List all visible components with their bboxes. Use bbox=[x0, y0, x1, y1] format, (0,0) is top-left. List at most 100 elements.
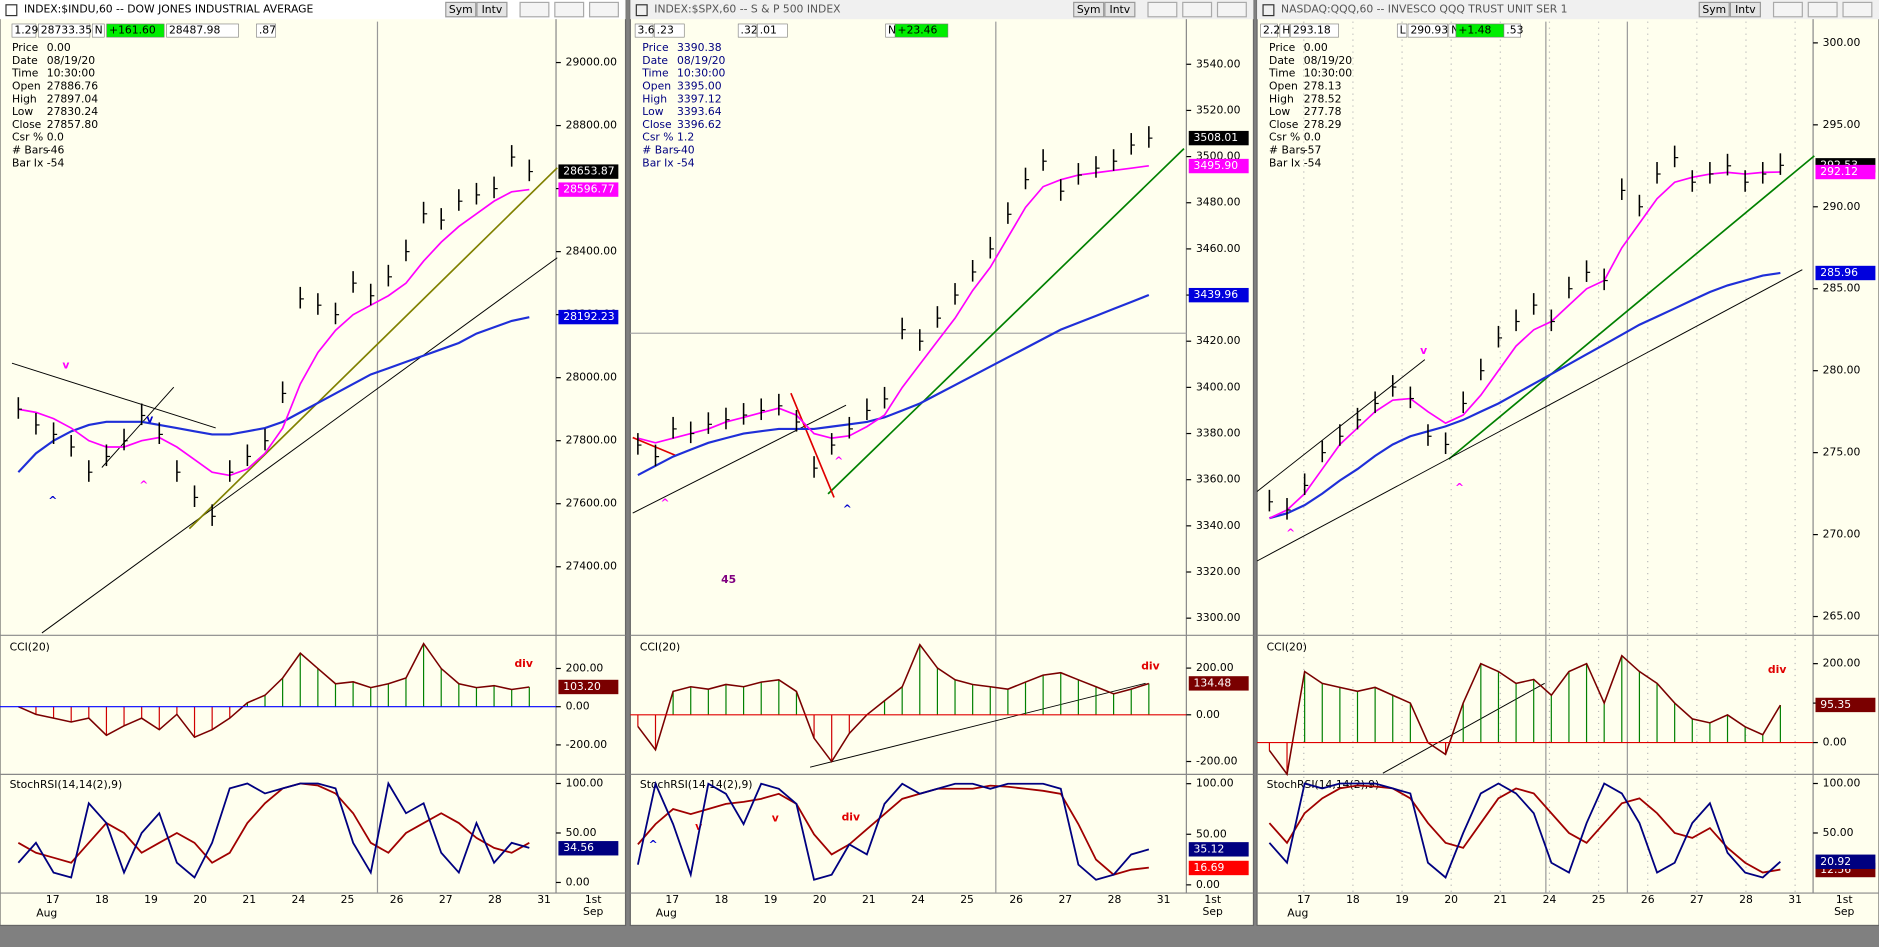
x-tick-label: 28 bbox=[1108, 893, 1122, 906]
chart-window: NASDAQ:QQQ,60 -- INVESCO QQQ TRUST UNIT … bbox=[1256, 0, 1879, 927]
header-cell bbox=[38, 23, 91, 38]
x-tick-label: 19 bbox=[144, 893, 158, 906]
info-label: High bbox=[642, 92, 667, 105]
x-tick-label: 18 bbox=[1346, 893, 1360, 906]
x-tick-label: 1st bbox=[1204, 893, 1221, 906]
x-tick-label: 31 bbox=[1157, 893, 1171, 906]
info-value: -54 bbox=[1304, 156, 1322, 169]
window-close-button[interactable] bbox=[1216, 1, 1247, 18]
annotation: v bbox=[1420, 344, 1427, 357]
window-max-button[interactable] bbox=[1807, 1, 1838, 18]
header-cell bbox=[1290, 23, 1339, 38]
y-tick-label: 300.00 bbox=[1823, 36, 1861, 49]
toolbar-button-label[interactable]: Sym bbox=[1077, 3, 1101, 16]
y-tick-label: 50.00 bbox=[1196, 827, 1227, 840]
window-title: INDEX:$SPX,60 -- S & P 500 INDEX bbox=[654, 3, 841, 16]
info-label: Time bbox=[1268, 67, 1296, 80]
window-min-button[interactable] bbox=[1147, 1, 1178, 18]
value-label-box bbox=[558, 309, 619, 325]
value-label: 34.56 bbox=[563, 841, 594, 854]
value-label: 103.20 bbox=[563, 680, 601, 693]
toolbar-button[interactable] bbox=[1729, 1, 1761, 18]
toolbar-button-label[interactable]: Intv bbox=[1110, 3, 1131, 16]
toolbar-button-label[interactable]: Intv bbox=[1735, 3, 1756, 16]
header-value: .87 bbox=[259, 24, 276, 37]
info-label: # Bars bbox=[642, 144, 679, 157]
moving-average-slow bbox=[637, 294, 1150, 477]
annotation: v bbox=[695, 820, 702, 833]
value-label: 28653.87 bbox=[563, 165, 614, 178]
info-label: Bar Ix bbox=[642, 156, 674, 169]
trend-line bbox=[11, 362, 216, 429]
header-cell bbox=[256, 23, 276, 38]
info-value: 10:30:00 bbox=[677, 67, 725, 80]
x-tick-label: 20 bbox=[1444, 893, 1458, 906]
header-value: .23 bbox=[657, 24, 674, 37]
annotation: ^ bbox=[649, 838, 658, 851]
window-close-button[interactable] bbox=[588, 1, 619, 18]
moving-average-fast bbox=[1269, 171, 1781, 519]
value-label: 35.12 bbox=[1194, 842, 1225, 855]
info-value: -46 bbox=[47, 144, 65, 157]
annotation: div bbox=[1768, 663, 1786, 676]
y-tick-label: 200.00 bbox=[566, 661, 604, 674]
toolbar-button-label[interactable]: Intv bbox=[482, 3, 503, 16]
info-value: 0.0 bbox=[47, 131, 64, 144]
toolbar-button[interactable] bbox=[1104, 1, 1136, 18]
x-tick-label: 27 bbox=[1690, 893, 1704, 906]
window-max-button[interactable] bbox=[554, 1, 585, 18]
info-value: 27830.24 bbox=[47, 105, 99, 118]
annotation: ^ bbox=[48, 494, 57, 507]
toolbar-button[interactable] bbox=[1698, 1, 1730, 18]
x-tick-label: 17 bbox=[665, 893, 679, 906]
x-tick-label: 26 bbox=[1641, 893, 1655, 906]
stoch-line bbox=[636, 780, 1150, 881]
stoch-line bbox=[1268, 782, 1781, 879]
x-tick-label: 17 bbox=[46, 893, 60, 906]
x-tick-label: 21 bbox=[862, 893, 876, 906]
header-cell bbox=[653, 23, 685, 38]
y-tick-label: 100.00 bbox=[1823, 776, 1861, 789]
header-value: 290.93 bbox=[1410, 24, 1448, 37]
value-label: 28596.77 bbox=[563, 183, 614, 196]
cci-line bbox=[637, 643, 1150, 763]
y-tick-label: 29000.00 bbox=[566, 56, 618, 69]
info-label: Price bbox=[1269, 41, 1296, 54]
x-tick-label: 20 bbox=[813, 893, 827, 906]
y-tick-label: 3460.00 bbox=[1196, 242, 1241, 255]
toolbar-button-label[interactable]: Sym bbox=[1702, 3, 1726, 16]
info-label: Bar Ix bbox=[1269, 156, 1301, 169]
trend-line bbox=[41, 257, 558, 634]
value-label-box bbox=[1188, 287, 1249, 303]
trend-line bbox=[101, 386, 175, 468]
x-tick-label: 19 bbox=[764, 893, 778, 906]
value-label-box bbox=[558, 164, 619, 179]
y-tick-label: 50.00 bbox=[1823, 826, 1854, 839]
info-value: 278.13 bbox=[1304, 79, 1342, 92]
header-value: .53 bbox=[1506, 24, 1523, 37]
window-min-button[interactable] bbox=[1772, 1, 1803, 18]
info-label: Time bbox=[641, 67, 669, 80]
info-label: Time bbox=[11, 67, 39, 80]
toolbar-button[interactable] bbox=[1073, 1, 1105, 18]
window-close-button[interactable] bbox=[1842, 1, 1873, 18]
annotation: ^ bbox=[1455, 481, 1464, 494]
x-tick-label: 25 bbox=[1592, 893, 1606, 906]
value-label: 28192.23 bbox=[563, 310, 614, 323]
y-tick-label: 3400.00 bbox=[1196, 380, 1241, 393]
annotation: div bbox=[514, 657, 532, 670]
info-value: 10:30:00 bbox=[47, 67, 95, 80]
y-tick-label: 27800.00 bbox=[566, 434, 618, 447]
window-max-button[interactable] bbox=[1182, 1, 1213, 18]
info-value: 0.00 bbox=[47, 41, 71, 54]
toolbar-button-label[interactable]: Sym bbox=[449, 3, 473, 16]
toolbar-button[interactable] bbox=[445, 1, 477, 18]
chart-window: INDEX:$SPX,60 -- S & P 500 INDEX Sym Intv 3… bbox=[629, 0, 1255, 927]
info-label: Open bbox=[1269, 79, 1298, 92]
trend-line bbox=[1448, 155, 1815, 460]
info-value: 278.29 bbox=[1304, 118, 1342, 131]
toolbar-button[interactable] bbox=[476, 1, 508, 18]
window-min-button[interactable] bbox=[519, 1, 550, 18]
x-tick-label: 31 bbox=[1788, 893, 1802, 906]
